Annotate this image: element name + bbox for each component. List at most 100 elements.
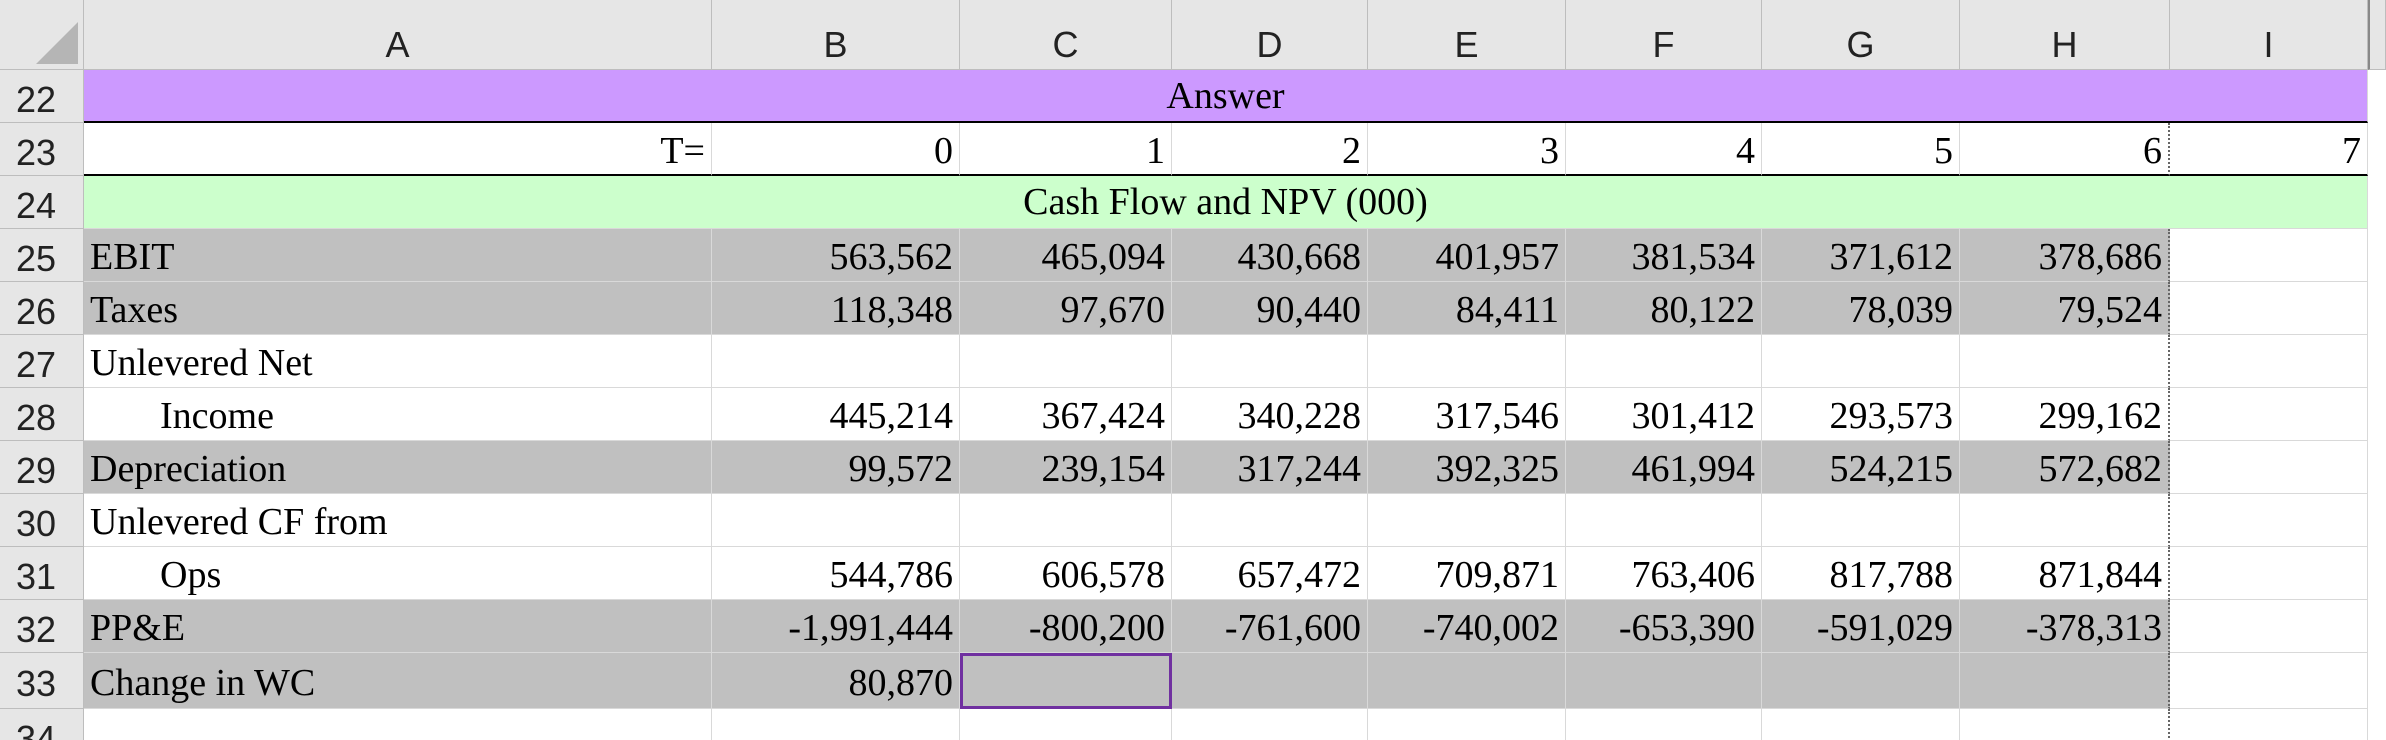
cell-text[interactable]: 401,957 xyxy=(1368,229,1566,282)
cell-text[interactable]: 606,578 xyxy=(960,547,1172,600)
cell[interactable] xyxy=(712,494,960,547)
cell-text[interactable]: 7 xyxy=(2170,123,2368,176)
cell[interactable] xyxy=(712,709,960,740)
cell-text[interactable]: 118,348 xyxy=(712,282,960,335)
row-header[interactable]: 31 xyxy=(0,547,84,600)
cell-text[interactable]: 97,670 xyxy=(960,282,1172,335)
cell-text[interactable]: -740,002 xyxy=(1368,600,1566,653)
cell-text[interactable]: 317,244 xyxy=(1172,441,1368,494)
cell[interactable] xyxy=(2170,709,2368,740)
cell-text[interactable]: 84,411 xyxy=(1368,282,1566,335)
cell-text[interactable]: 381,534 xyxy=(1566,229,1762,282)
cell[interactable] xyxy=(960,494,1172,547)
cell[interactable] xyxy=(1368,335,1566,388)
cell[interactable] xyxy=(1566,494,1762,547)
row-header[interactable]: 23 xyxy=(0,123,84,176)
cell[interactable] xyxy=(1960,494,2170,547)
merged-cell[interactable]: Cash Flow and NPV (000) xyxy=(84,176,2368,229)
cell-text[interactable]: Ops xyxy=(84,547,712,600)
row-header[interactable]: 33 xyxy=(0,653,84,709)
cell-text[interactable]: 763,406 xyxy=(1566,547,1762,600)
cell[interactable] xyxy=(2170,600,2368,653)
cell[interactable] xyxy=(1762,653,1960,709)
column-header[interactable]: H xyxy=(1960,0,2170,70)
cell-text[interactable]: 3 xyxy=(1368,123,1566,176)
select-all[interactable] xyxy=(0,0,84,70)
cell[interactable] xyxy=(2170,282,2368,335)
column-header[interactable]: B xyxy=(712,0,960,70)
merged-cell[interactable]: Answer xyxy=(84,70,2368,123)
cell[interactable] xyxy=(1172,709,1368,740)
cell-text[interactable]: -800,200 xyxy=(960,600,1172,653)
cell-text[interactable]: 0 xyxy=(712,123,960,176)
cell[interactable] xyxy=(1960,653,2170,709)
cell[interactable] xyxy=(2170,441,2368,494)
cell-text[interactable]: 572,682 xyxy=(1960,441,2170,494)
cell-text[interactable]: 378,686 xyxy=(1960,229,2170,282)
cell[interactable] xyxy=(2170,494,2368,547)
cell-text[interactable]: PP&E xyxy=(84,600,712,653)
cell[interactable] xyxy=(1172,494,1368,547)
cell-text[interactable]: 563,562 xyxy=(712,229,960,282)
row-header[interactable]: 24 xyxy=(0,176,84,229)
row-header[interactable]: 30 xyxy=(0,494,84,547)
row-header[interactable]: 25 xyxy=(0,229,84,282)
cell-text[interactable]: 657,472 xyxy=(1172,547,1368,600)
cell[interactable] xyxy=(960,335,1172,388)
cell[interactable] xyxy=(1960,335,2170,388)
cell-text[interactable]: 80,870 xyxy=(712,653,960,709)
cell-text[interactable]: 392,325 xyxy=(1368,441,1566,494)
cell-text[interactable]: 709,871 xyxy=(1368,547,1566,600)
cell-text[interactable]: -653,390 xyxy=(1566,600,1762,653)
row-header[interactable]: 32 xyxy=(0,600,84,653)
cell-text[interactable]: 301,412 xyxy=(1566,388,1762,441)
cell-text[interactable]: EBIT xyxy=(84,229,712,282)
cell[interactable] xyxy=(1960,709,2170,740)
cell-text[interactable]: 239,154 xyxy=(960,441,1172,494)
cell-text[interactable]: T= xyxy=(84,123,712,176)
cell[interactable] xyxy=(1566,335,1762,388)
cell[interactable] xyxy=(1172,653,1368,709)
cell[interactable] xyxy=(2170,229,2368,282)
column-header[interactable]: C xyxy=(960,0,1172,70)
cell-text[interactable]: 1 xyxy=(960,123,1172,176)
cell-text[interactable]: 544,786 xyxy=(712,547,960,600)
cell-text[interactable]: -591,029 xyxy=(1762,600,1960,653)
cell-text[interactable]: 445,214 xyxy=(712,388,960,441)
cell[interactable] xyxy=(960,653,1172,709)
cell-text[interactable]: -1,991,444 xyxy=(712,600,960,653)
row-header[interactable]: 34 xyxy=(0,709,84,740)
cell[interactable] xyxy=(1566,653,1762,709)
cell[interactable] xyxy=(2170,335,2368,388)
cell-text[interactable]: 524,215 xyxy=(1762,441,1960,494)
row-header[interactable]: 26 xyxy=(0,282,84,335)
cell-text[interactable]: Taxes xyxy=(84,282,712,335)
cell[interactable] xyxy=(84,709,712,740)
cell-text[interactable]: 293,573 xyxy=(1762,388,1960,441)
row-header[interactable]: 27 xyxy=(0,335,84,388)
cell-text[interactable]: Unlevered CF from xyxy=(84,494,712,547)
cell-text[interactable]: 79,524 xyxy=(1960,282,2170,335)
cell[interactable] xyxy=(1172,335,1368,388)
cell-text[interactable]: Depreciation xyxy=(84,441,712,494)
cell-text[interactable]: 6 xyxy=(1960,123,2170,176)
column-header[interactable]: D xyxy=(1172,0,1368,70)
cell[interactable] xyxy=(712,335,960,388)
cell[interactable] xyxy=(1566,709,1762,740)
cell[interactable] xyxy=(1368,709,1566,740)
cell-text[interactable]: Income xyxy=(84,388,712,441)
cell-text[interactable]: 90,440 xyxy=(1172,282,1368,335)
cell[interactable] xyxy=(960,709,1172,740)
cell-text[interactable]: 4 xyxy=(1566,123,1762,176)
cell[interactable] xyxy=(2170,653,2368,709)
cell[interactable] xyxy=(1762,494,1960,547)
column-header[interactable]: E xyxy=(1368,0,1566,70)
column-header[interactable]: F xyxy=(1566,0,1762,70)
cell[interactable] xyxy=(1368,653,1566,709)
cell-text[interactable]: 317,546 xyxy=(1368,388,1566,441)
cell-text[interactable]: 817,788 xyxy=(1762,547,1960,600)
cell-text[interactable]: -378,313 xyxy=(1960,600,2170,653)
cell-text[interactable]: -761,600 xyxy=(1172,600,1368,653)
cell[interactable] xyxy=(2170,547,2368,600)
column-header[interactable]: I xyxy=(2170,0,2368,70)
